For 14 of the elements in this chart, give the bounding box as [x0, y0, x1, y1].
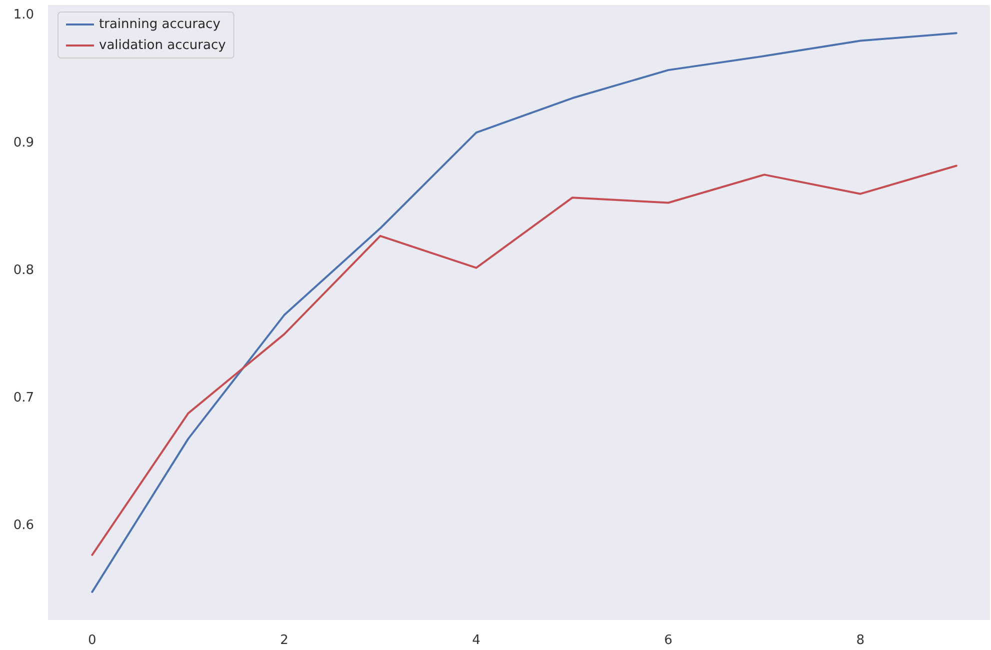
legend-label: validation accuracy: [99, 38, 226, 53]
y-tick-label: 0.6: [13, 518, 34, 534]
x-tick-label: 4: [472, 633, 480, 648]
line-series: [91, 32, 958, 593]
line-series: [91, 164, 958, 556]
x-tick-label: 0: [88, 633, 96, 648]
y-tick-label: 0.7: [13, 390, 34, 406]
x-tick-label: 2: [280, 633, 288, 648]
y-tick-label: 0.9: [13, 135, 34, 150]
x-tick-label: 8: [856, 633, 865, 648]
y-tick-label: 1.0: [13, 8, 34, 23]
legend-label: trainning accuracy: [99, 17, 221, 32]
x-tick-label: 6: [664, 633, 672, 648]
y-tick-label: 0.8: [13, 262, 34, 278]
